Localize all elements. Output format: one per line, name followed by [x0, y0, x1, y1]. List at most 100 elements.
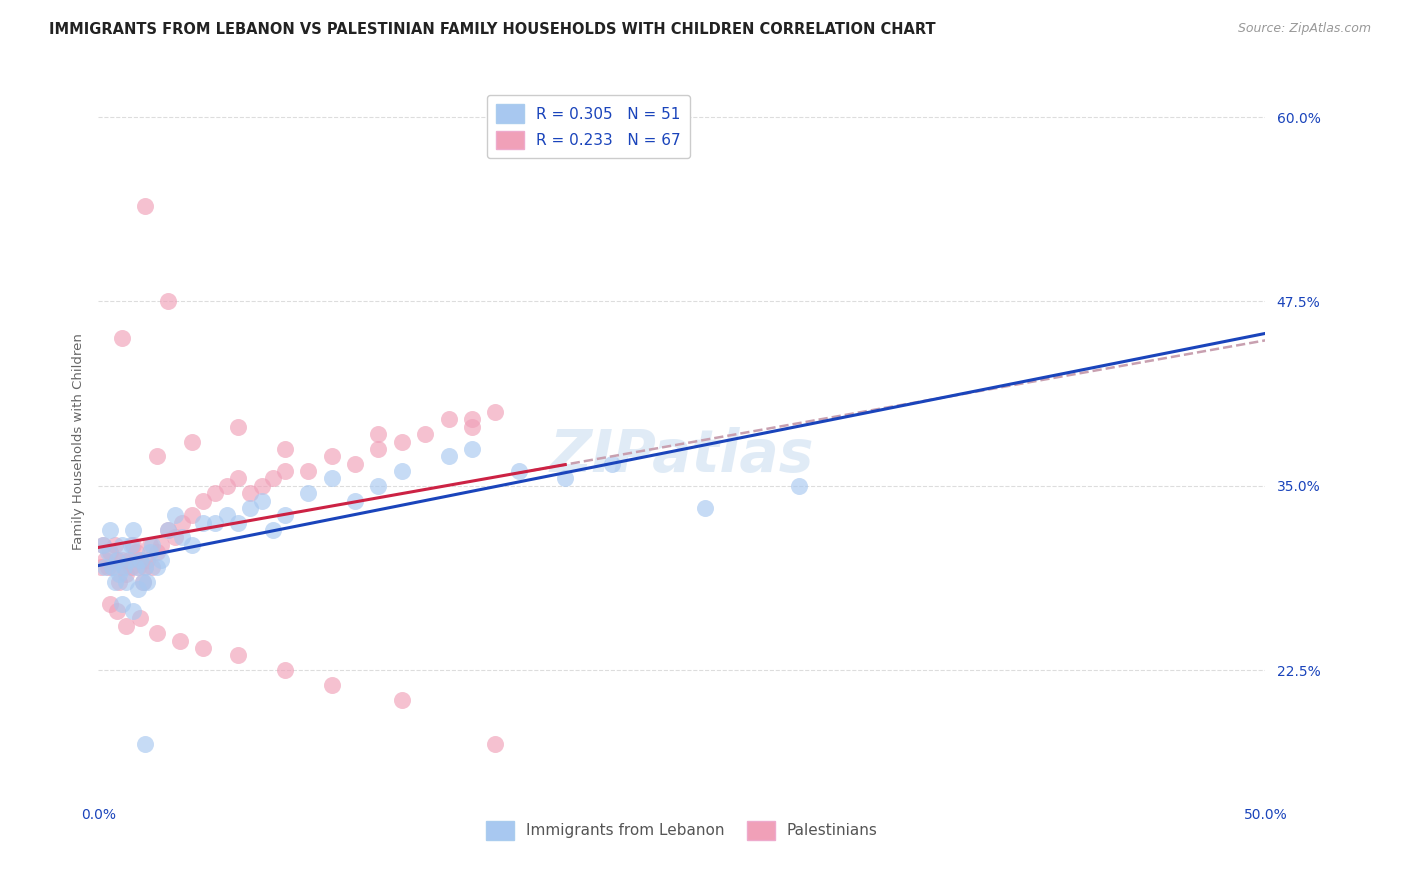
- Point: [228, 516, 250, 530]
- Point: [118, 552, 141, 566]
- Point: [111, 597, 134, 611]
- Point: [125, 560, 148, 574]
- Point: [97, 545, 120, 559]
- Point: [204, 486, 226, 500]
- Text: ZIPatlas: ZIPatlas: [550, 427, 814, 484]
- Point: [165, 530, 187, 544]
- Point: [132, 574, 155, 589]
- Point: [274, 508, 297, 523]
- Point: [98, 597, 121, 611]
- Point: [437, 412, 460, 426]
- Point: [228, 471, 250, 485]
- Point: [180, 508, 202, 523]
- Point: [437, 450, 460, 464]
- Point: [141, 560, 163, 574]
- Point: [115, 619, 138, 633]
- Point: [134, 737, 156, 751]
- Point: [136, 574, 159, 589]
- Point: [193, 516, 215, 530]
- Point: [134, 560, 156, 574]
- Point: [90, 560, 112, 574]
- Point: [600, 457, 623, 471]
- Point: [129, 611, 152, 625]
- Point: [150, 552, 173, 566]
- Point: [461, 419, 484, 434]
- Point: [112, 560, 135, 574]
- Point: [129, 552, 152, 566]
- Point: [108, 574, 131, 589]
- Point: [413, 427, 436, 442]
- Point: [172, 530, 194, 544]
- Point: [115, 567, 138, 582]
- Point: [228, 419, 250, 434]
- Point: [367, 479, 389, 493]
- Point: [146, 626, 169, 640]
- Point: [157, 523, 180, 537]
- Point: [122, 604, 145, 618]
- Point: [297, 464, 319, 478]
- Point: [129, 552, 152, 566]
- Point: [91, 538, 114, 552]
- Point: [111, 331, 134, 345]
- Point: [101, 560, 124, 574]
- Y-axis label: Family Households with Children: Family Households with Children: [72, 333, 84, 550]
- Point: [94, 552, 117, 566]
- Point: [112, 560, 135, 574]
- Point: [239, 500, 262, 515]
- Point: [120, 560, 142, 574]
- Point: [118, 552, 141, 566]
- Point: [111, 538, 134, 552]
- Point: [391, 464, 413, 478]
- Point: [105, 604, 128, 618]
- Point: [228, 648, 250, 663]
- Point: [122, 523, 145, 537]
- Point: [250, 493, 273, 508]
- Legend: Immigrants from Lebanon, Palestinians: Immigrants from Lebanon, Palestinians: [479, 815, 884, 846]
- Point: [127, 560, 149, 574]
- Point: [120, 538, 142, 552]
- Point: [180, 538, 202, 552]
- Point: [367, 442, 389, 456]
- Point: [115, 574, 138, 589]
- Point: [150, 538, 173, 552]
- Point: [461, 412, 484, 426]
- Point: [169, 633, 191, 648]
- Point: [172, 516, 194, 530]
- Text: Source: ZipAtlas.com: Source: ZipAtlas.com: [1237, 22, 1371, 36]
- Point: [134, 199, 156, 213]
- Point: [344, 457, 367, 471]
- Point: [484, 405, 506, 419]
- Point: [554, 471, 576, 485]
- Point: [139, 538, 162, 552]
- Point: [127, 582, 149, 596]
- Point: [105, 552, 128, 566]
- Point: [108, 567, 131, 582]
- Point: [104, 538, 127, 552]
- Point: [695, 500, 717, 515]
- Point: [215, 479, 238, 493]
- Point: [97, 560, 120, 574]
- Point: [157, 294, 180, 309]
- Point: [141, 538, 163, 552]
- Text: IMMIGRANTS FROM LEBANON VS PALESTINIAN FAMILY HOUSEHOLDS WITH CHILDREN CORRELATI: IMMIGRANTS FROM LEBANON VS PALESTINIAN F…: [49, 22, 936, 37]
- Point: [508, 464, 530, 478]
- Point: [787, 479, 810, 493]
- Point: [94, 560, 117, 574]
- Point: [98, 523, 121, 537]
- Point: [484, 737, 506, 751]
- Point: [215, 508, 238, 523]
- Point: [105, 552, 128, 566]
- Point: [91, 538, 114, 552]
- Point: [132, 574, 155, 589]
- Point: [146, 450, 169, 464]
- Point: [204, 516, 226, 530]
- Point: [344, 493, 367, 508]
- Point: [125, 545, 148, 559]
- Point: [165, 508, 187, 523]
- Point: [274, 442, 297, 456]
- Point: [297, 486, 319, 500]
- Point: [274, 663, 297, 677]
- Point: [461, 442, 484, 456]
- Point: [134, 560, 156, 574]
- Point: [321, 450, 343, 464]
